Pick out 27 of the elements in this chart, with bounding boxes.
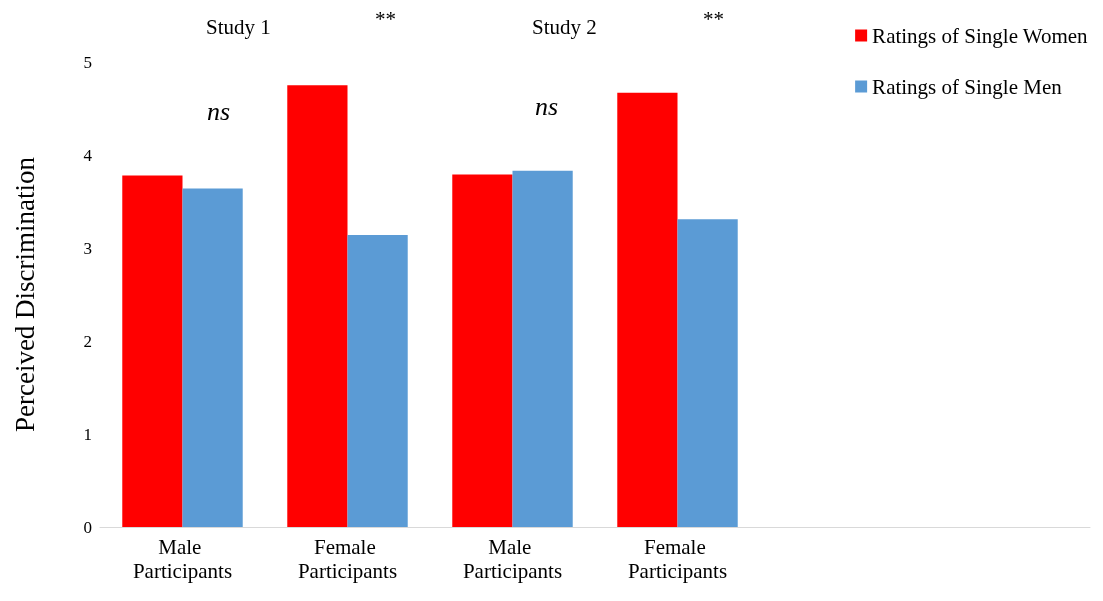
legend-label: Ratings of Single Women	[872, 23, 1089, 48]
bar	[347, 234, 408, 527]
text: **	[375, 6, 396, 31]
bar	[512, 170, 573, 527]
text: **	[703, 6, 724, 31]
text: Study 1	[206, 14, 271, 39]
x-tick-label: Female Participants	[297, 535, 398, 583]
bar	[677, 219, 738, 527]
bar	[182, 188, 243, 527]
legend-label: Ratings of Single Men	[872, 74, 1063, 99]
text: Study 2	[532, 14, 597, 39]
annotation: ns	[207, 96, 231, 126]
x-tick-label: Male Participants	[132, 535, 233, 583]
bar	[122, 175, 183, 527]
annotation: ns	[535, 91, 559, 121]
x-tick-label: Female Participants	[627, 535, 728, 583]
y-tick-label: 2	[83, 331, 92, 351]
x-tick-label: Male Participants	[462, 535, 563, 583]
y-tick-label: 1	[83, 424, 92, 444]
bar	[287, 85, 348, 527]
bar	[452, 174, 513, 527]
bar	[617, 92, 678, 527]
y-tick-label: 5	[83, 52, 92, 72]
y-axis-title: Perceived Discrimination	[9, 156, 40, 433]
y-tick-label: 4	[83, 145, 93, 165]
y-tick-label: 3	[83, 238, 92, 258]
y-tick-label: 0	[83, 517, 92, 537]
